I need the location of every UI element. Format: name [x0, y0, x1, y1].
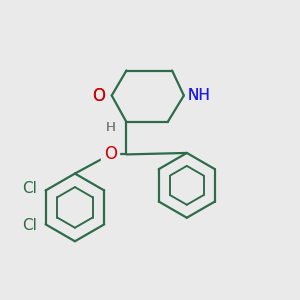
- Text: O: O: [92, 86, 105, 104]
- Text: NH: NH: [187, 88, 210, 103]
- Bar: [104, 123, 116, 133]
- Text: H: H: [105, 122, 115, 134]
- Text: O: O: [92, 86, 105, 104]
- Text: H: H: [105, 122, 115, 134]
- Text: Cl: Cl: [22, 218, 37, 233]
- Text: O: O: [104, 146, 117, 164]
- Text: NH: NH: [187, 88, 210, 103]
- Bar: [101, 148, 119, 161]
- Bar: [188, 90, 210, 101]
- Text: Cl: Cl: [22, 181, 37, 196]
- Bar: [90, 90, 106, 101]
